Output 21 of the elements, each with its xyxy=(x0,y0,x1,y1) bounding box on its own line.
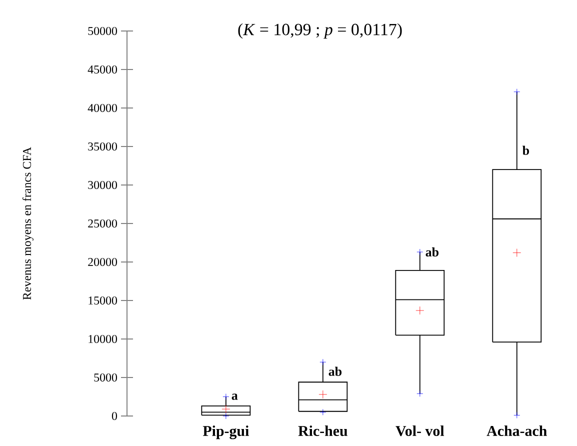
x-tick-label: Ric-heu xyxy=(298,426,348,436)
y-tick-label: 35000 xyxy=(88,142,118,151)
x-tick-label: Vol- vol xyxy=(396,426,444,436)
annotation: ab xyxy=(426,247,438,257)
y-tick-label: 15000 xyxy=(88,296,118,305)
y-tick-label: 40000 xyxy=(88,104,118,112)
y-tick-label: 10000 xyxy=(88,334,118,344)
y-tick-label: 25000 xyxy=(88,219,118,228)
y-tick-label: 0 xyxy=(112,412,118,420)
y-tick-label: 20000 xyxy=(88,258,118,266)
annotation: a xyxy=(232,394,238,400)
y-tick-label: 50000 xyxy=(88,26,118,36)
y-axis-title: Revenus moyens en francs CFA xyxy=(22,146,34,300)
x-tick-label: Acha-ach xyxy=(486,426,547,436)
chart-title: (K = 10,99 ; p = 0,0117) xyxy=(238,23,402,39)
x-tick-label: Pip-gui xyxy=(202,426,249,440)
y-tick-label: 45000 xyxy=(88,65,118,74)
y-tick-label: 30000 xyxy=(88,180,118,190)
y-tick-label: 5000 xyxy=(94,373,118,382)
annotation: ab xyxy=(328,366,342,376)
annotation: b xyxy=(522,146,530,155)
